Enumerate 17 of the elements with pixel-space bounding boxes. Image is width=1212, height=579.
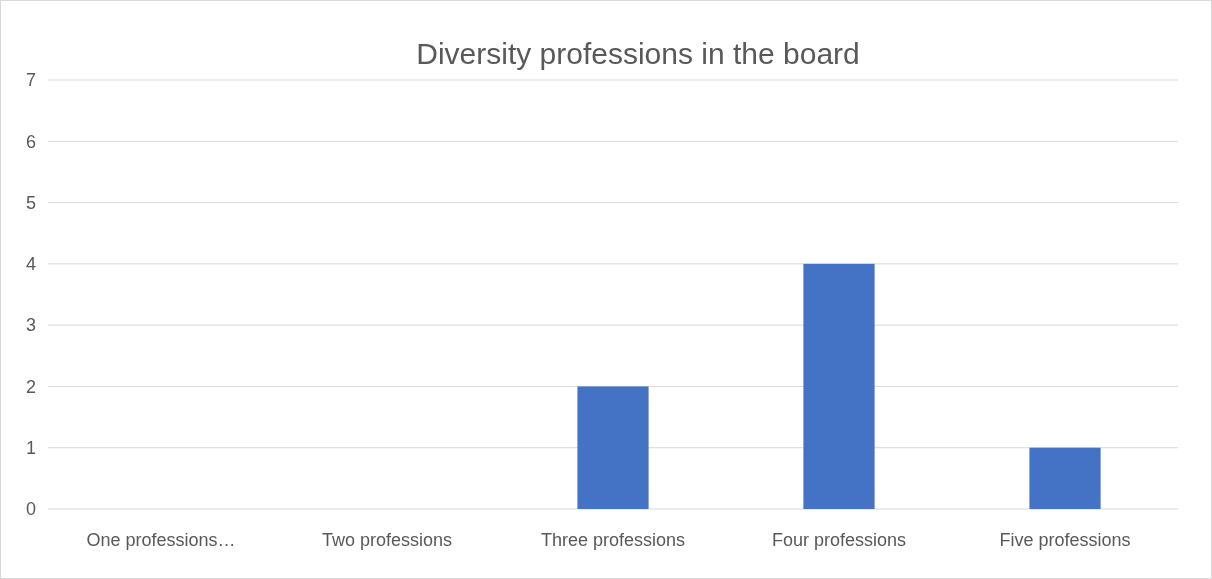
y-tick-label: 4 xyxy=(25,254,36,275)
x-tick-label: Three professions xyxy=(540,530,686,550)
x-tick-label: Two professions xyxy=(321,530,453,550)
chart-title: Diversity professions in the board xyxy=(416,37,860,70)
bar xyxy=(577,386,649,509)
y-tick-label: 2 xyxy=(25,376,36,397)
y-tick-label: 3 xyxy=(25,315,36,336)
y-tick-label: 5 xyxy=(25,192,36,213)
y-tick-label: 1 xyxy=(25,438,36,459)
y-tick-label: 6 xyxy=(25,131,36,152)
x-tick-label: Five professions xyxy=(999,530,1131,550)
y-tick-label: 0 xyxy=(25,499,36,520)
x-tick-label: One professions… xyxy=(86,530,236,550)
bar xyxy=(803,263,875,509)
bar xyxy=(1029,447,1101,509)
x-tick-label: Four professions xyxy=(771,530,907,550)
y-tick-label: 7 xyxy=(25,70,36,91)
